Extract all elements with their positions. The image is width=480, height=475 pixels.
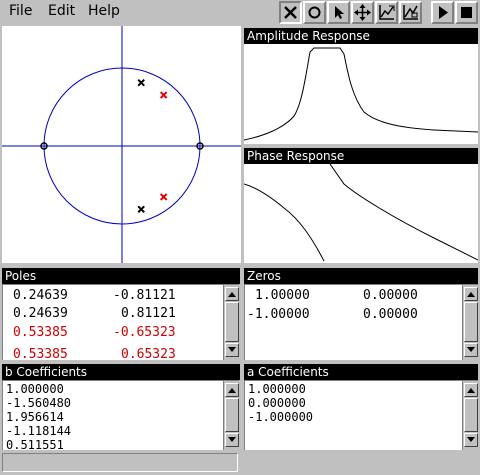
status-text: [2, 453, 238, 472]
arrow-up-icon: [467, 292, 475, 297]
pole-real: 0.24639: [13, 306, 68, 321]
scroll-thumb[interactable]: [225, 302, 239, 342]
unit-circle: [43, 67, 201, 225]
b-coefficient[interactable]: 0.511551: [6, 438, 64, 450]
pointer-arrow-icon: [335, 6, 344, 19]
arrow-up-icon: [228, 292, 236, 297]
a-coefficient[interactable]: 0.000000: [248, 396, 306, 410]
pole-row[interactable]: 0.24639 -0.81121: [3, 288, 239, 304]
poles-scrollbar[interactable]: [223, 285, 239, 360]
zero-row[interactable]: -1.00000 0.00000: [245, 307, 478, 323]
amplitude-response-canvas: [244, 47, 478, 141]
pole-marker[interactable]: [159, 193, 168, 201]
zeros-list[interactable]: 1.00000 0.00000 -1.00000 0.00000: [244, 284, 478, 360]
delete-x-icon: [284, 6, 297, 19]
scroll-up-button[interactable]: [225, 383, 239, 397]
scroll-down-button[interactable]: [464, 433, 478, 447]
zero-tool-button[interactable]: [303, 1, 326, 24]
amplitude-response-plot: [244, 44, 478, 144]
menu-help[interactable]: Help: [88, 3, 120, 19]
arrow-down-icon: [228, 347, 236, 352]
b-coefficient[interactable]: -1.118144: [6, 424, 72, 438]
amplitude-response-title: Amplitude Response: [244, 28, 478, 44]
scroll-down-button[interactable]: [225, 433, 239, 447]
z-plane-plot[interactable]: [2, 26, 241, 263]
pole-real: 0.53385: [13, 325, 68, 340]
zero-real: -1.00000: [247, 307, 310, 322]
poles-title: Poles: [2, 268, 240, 284]
circle-zero-icon: [308, 6, 321, 19]
a-coefficient[interactable]: -1.000000: [248, 410, 314, 424]
stop-icon: [461, 7, 472, 18]
pole-row[interactable]: 0.53385 0.65323: [3, 347, 239, 360]
zoom-plot-alt-icon: [403, 5, 418, 20]
zoom-plot-icon: [379, 5, 395, 20]
status-bar: [0, 450, 480, 475]
move-tool-button[interactable]: [351, 1, 374, 24]
zero-marker[interactable]: [40, 142, 48, 150]
zero-imag: 0.00000: [363, 307, 418, 322]
scroll-up-button[interactable]: [464, 287, 478, 301]
stop-button[interactable]: [455, 1, 478, 24]
z-plane-canvas[interactable]: [2, 26, 241, 263]
amplitude-curve: [244, 47, 478, 141]
menu-edit[interactable]: Edit: [48, 3, 76, 19]
menu-bar: File Edit Help: [0, 0, 480, 24]
move-cross-icon: [354, 4, 371, 21]
scroll-thumb[interactable]: [464, 302, 478, 342]
pole-imag: 0.65323: [121, 347, 176, 360]
b-coefficients-title: b Coefficients: [2, 364, 240, 380]
scroll-up-button[interactable]: [225, 287, 239, 301]
arrow-up-icon: [467, 388, 475, 393]
arrow-down-icon: [228, 437, 236, 442]
a-coefficients-list[interactable]: 1.000000 0.000000 -1.000000: [244, 380, 478, 450]
b-coefficient[interactable]: 1.000000: [6, 382, 64, 396]
pointer-tool-button[interactable]: [327, 1, 350, 24]
arrow-down-icon: [467, 437, 475, 442]
phase-curve-right: [329, 164, 478, 261]
phase-response-plot: [244, 164, 478, 263]
pole-row[interactable]: 0.53385 -0.65323: [3, 325, 239, 341]
scroll-thumb[interactable]: [225, 398, 239, 432]
menu-file[interactable]: File: [9, 3, 33, 19]
phase-curve-left: [244, 183, 325, 262]
arrow-up-icon: [228, 388, 236, 393]
play-icon: [439, 6, 448, 19]
delete-tool-button[interactable]: [279, 1, 302, 24]
pole-imag: -0.65323: [113, 325, 176, 340]
zoom-tool-button[interactable]: [375, 1, 398, 24]
b-coefficient[interactable]: 1.956614: [6, 410, 64, 424]
a-coefficients-title: a Coefficients: [244, 364, 478, 380]
pole-row[interactable]: 0.24639 0.81121: [3, 306, 239, 322]
b-coefficients-list[interactable]: 1.000000 -1.560480 1.956614 -1.118144 0.…: [2, 380, 239, 450]
scroll-thumb[interactable]: [464, 398, 478, 432]
pole-imag: 0.81121: [121, 306, 176, 321]
a-coefficients-scrollbar[interactable]: [462, 381, 478, 450]
scroll-down-button[interactable]: [225, 343, 239, 357]
arrow-down-icon: [467, 347, 475, 352]
b-coefficient[interactable]: -1.560480: [6, 396, 72, 410]
zero-marker[interactable]: [196, 142, 204, 150]
zeros-title: Zeros: [244, 268, 478, 284]
phase-response-title: Phase Response: [244, 148, 478, 164]
a-coefficient[interactable]: 1.000000: [248, 382, 306, 396]
pole-real: 0.24639: [13, 288, 68, 303]
zoom-alt-tool-button[interactable]: [399, 1, 422, 24]
scroll-down-button[interactable]: [464, 343, 478, 357]
pole-imag: -0.81121: [113, 288, 176, 303]
zero-row[interactable]: 1.00000 0.00000: [245, 288, 478, 304]
pole-real: 0.53385: [13, 347, 68, 360]
pole-marker[interactable]: [137, 79, 145, 87]
play-button[interactable]: [431, 1, 454, 24]
poles-list[interactable]: 0.24639 -0.81121 0.24639 0.81121 0.53385…: [2, 284, 239, 360]
pole-marker[interactable]: [159, 91, 168, 99]
pole-marker[interactable]: [137, 205, 145, 213]
scroll-up-button[interactable]: [464, 383, 478, 397]
zeros-scrollbar[interactable]: [462, 285, 478, 360]
zero-imag: 0.00000: [363, 288, 418, 303]
b-coefficients-scrollbar[interactable]: [223, 381, 239, 450]
phase-response-canvas: [244, 164, 478, 262]
zero-real: 1.00000: [255, 288, 310, 303]
